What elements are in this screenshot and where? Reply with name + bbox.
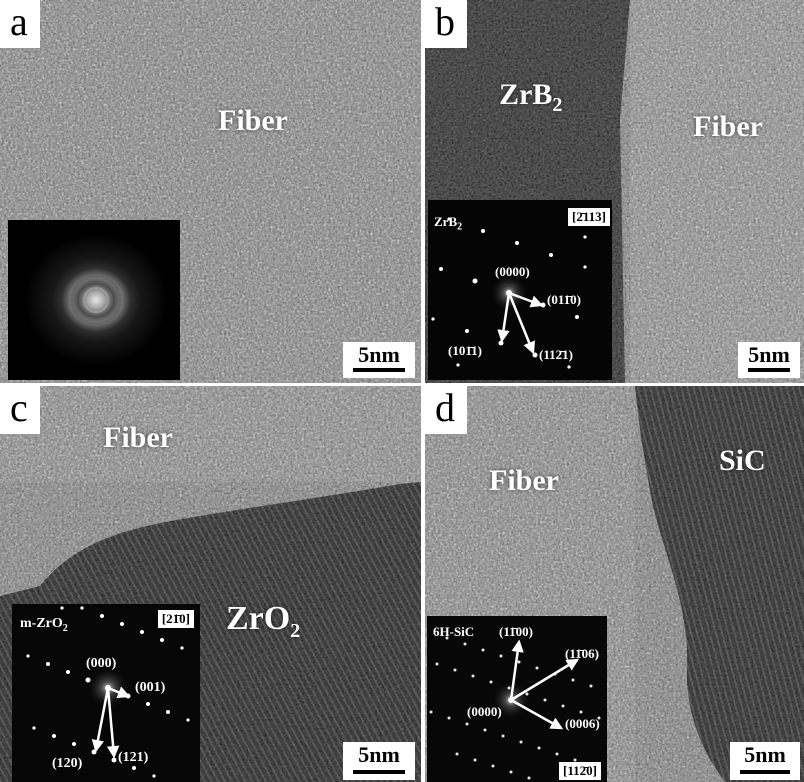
scale-bar: 5nm	[730, 742, 800, 780]
panel-a-letter: a	[0, 0, 40, 48]
panel-b: b ZrB2 Fiber ZrB2	[425, 0, 804, 383]
saed-inset-sic: 6H-SiC (11̄00) (11̄06) (0000) (0006) [11…	[427, 616, 607, 782]
scale-bar-line	[740, 770, 790, 774]
scale-bar-line	[748, 368, 790, 372]
scale-bar-line	[353, 368, 405, 372]
zro2-label-text: ZrO	[226, 600, 291, 637]
panel-d-letter: d	[425, 386, 467, 434]
spot-label: (11̄00)	[499, 624, 533, 639]
zro2-label-sub: 2	[290, 619, 301, 642]
spot-label: (001)	[135, 680, 166, 695]
sic-label: SiC	[719, 444, 766, 477]
inset-phase-sub: 2	[62, 622, 68, 634]
panel-d: d Fiber SiC 6H-SiC (11̄00) (11̄06) (0000…	[425, 386, 804, 782]
panel-c-letter: c	[0, 386, 40, 434]
spot-label: (112̄1)	[539, 347, 573, 362]
panel-c: c Fiber ZrO2	[0, 386, 421, 782]
spot-label: (000)	[86, 656, 117, 671]
inset-phase-label: ZrB2	[434, 214, 462, 233]
fiber-label: Fiber	[218, 104, 288, 137]
zro2-label: ZrO2	[226, 600, 300, 643]
fiber-label: Fiber	[693, 110, 763, 143]
zone-axis-label: [21̄0]	[157, 610, 194, 628]
inset-phase-label: 6H-SiC	[433, 624, 475, 639]
spot-label: (011̄0)	[547, 292, 581, 307]
scale-bar-label: 5nm	[744, 742, 786, 767]
inset-phase-sub: 2	[457, 221, 463, 233]
fiber-label: Fiber	[103, 421, 173, 454]
spot-label: (0000)	[495, 264, 530, 279]
scale-bar: 5nm	[738, 342, 800, 378]
spot-label: (11̄06)	[565, 646, 599, 661]
scale-bar-label: 5nm	[748, 342, 790, 367]
panel-a: a Fiber 5nm	[0, 0, 421, 383]
zrb2-label-sub: 2	[552, 94, 563, 116]
saed-inset-zro2: m-ZrO2 [21̄0] (000) (001) (120) (121)	[12, 604, 200, 782]
panel-b-letter: b	[425, 0, 467, 48]
scale-bar-line	[353, 770, 405, 774]
scale-bar-label: 5nm	[358, 742, 400, 767]
scale-bar: 5nm	[343, 742, 415, 780]
zone-axis-label: [2̄113]	[568, 208, 610, 226]
inset-phase-text: m-ZrO	[20, 616, 63, 631]
spot-label: (0006)	[565, 716, 600, 731]
spot-label: (0000)	[467, 704, 502, 719]
zrb2-label: ZrB2	[499, 78, 562, 117]
inset-phase-label: m-ZrO2	[20, 616, 68, 634]
scale-bar-label: 5nm	[358, 342, 400, 367]
scale-bar: 5nm	[343, 342, 415, 378]
zone-axis-label: [112̄0]	[559, 762, 601, 780]
spot-label: (121)	[118, 750, 149, 765]
fft-inset	[8, 220, 180, 380]
saed-inset-zrb2: ZrB2 [2̄113] (0000) (011̄0) (101̄1) (112…	[428, 200, 612, 380]
spot-label: (120)	[52, 756, 83, 771]
spot-label: (101̄1)	[448, 343, 482, 358]
fiber-label: Fiber	[489, 464, 559, 497]
inset-phase-text: ZrB	[434, 214, 458, 229]
zrb2-label-text: ZrB	[499, 78, 553, 111]
